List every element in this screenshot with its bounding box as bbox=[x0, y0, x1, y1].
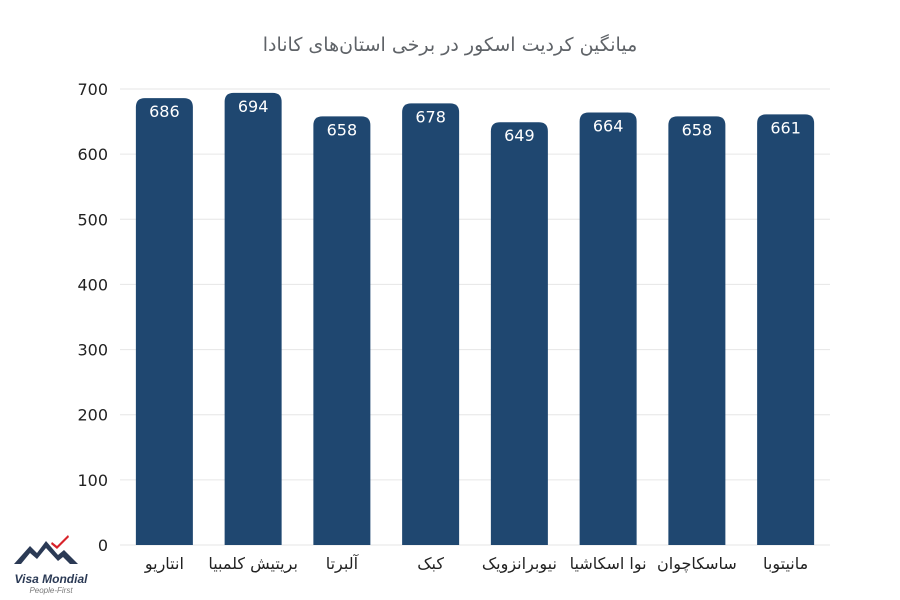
data-labels: 686 694 658 678 649 664 658 661 bbox=[149, 97, 801, 145]
y-tick-label: 500 bbox=[77, 210, 108, 229]
chart-title: میانگین کردیت اسکور در برخی استان‌های کا… bbox=[262, 34, 638, 56]
y-tick-label: 0 bbox=[98, 536, 108, 555]
y-tick-label: 400 bbox=[77, 275, 108, 294]
x-tick-label: آلبرتا bbox=[326, 554, 360, 574]
y-tick-label: 200 bbox=[77, 406, 108, 425]
data-label: 664 bbox=[593, 116, 624, 135]
brand-logo: Visa Mondial People-First bbox=[6, 528, 96, 595]
x-axis: انتاریو بریتیش کلمبیا آلبرتا کبک نیوبرانزویک… bbox=[144, 554, 808, 574]
y-tick-label: 100 bbox=[77, 471, 108, 490]
data-label: 649 bbox=[504, 126, 535, 145]
data-label: 658 bbox=[682, 120, 713, 139]
x-tick-label: کبک bbox=[417, 554, 444, 573]
logo-name: Visa Mondial bbox=[14, 572, 88, 586]
data-label: 658 bbox=[327, 120, 358, 139]
bar bbox=[668, 116, 726, 546]
bar bbox=[757, 114, 815, 546]
bar bbox=[579, 112, 637, 546]
bar bbox=[224, 92, 282, 545]
y-tick-label: 300 bbox=[77, 341, 108, 360]
data-label: 686 bbox=[149, 102, 180, 121]
data-label: 678 bbox=[415, 107, 446, 126]
bar bbox=[135, 98, 193, 546]
y-tick-label: 700 bbox=[77, 80, 108, 99]
x-tick-label: بریتیش کلمبیا bbox=[208, 554, 298, 574]
mountain-logo-icon bbox=[14, 535, 78, 564]
bar bbox=[402, 103, 460, 546]
bar bbox=[490, 122, 548, 546]
x-tick-label: مانیتوبا bbox=[763, 554, 808, 574]
y-axis: 0 100 200 300 400 500 600 700 bbox=[77, 80, 108, 555]
y-tick-label: 600 bbox=[77, 145, 108, 164]
bars bbox=[135, 92, 815, 546]
logo-tagline: People-First bbox=[29, 586, 73, 595]
data-label: 694 bbox=[238, 97, 269, 116]
bar bbox=[313, 116, 371, 546]
x-tick-label: انتاریو bbox=[144, 554, 184, 574]
mountain-shape bbox=[14, 541, 78, 564]
x-tick-label: نوا اسکاشیا bbox=[570, 554, 647, 574]
accent-check bbox=[51, 535, 69, 549]
x-tick-label: نیوبرانزویک bbox=[482, 554, 557, 574]
data-label: 661 bbox=[770, 118, 801, 137]
x-tick-label: ساسکاچوان bbox=[657, 554, 737, 574]
